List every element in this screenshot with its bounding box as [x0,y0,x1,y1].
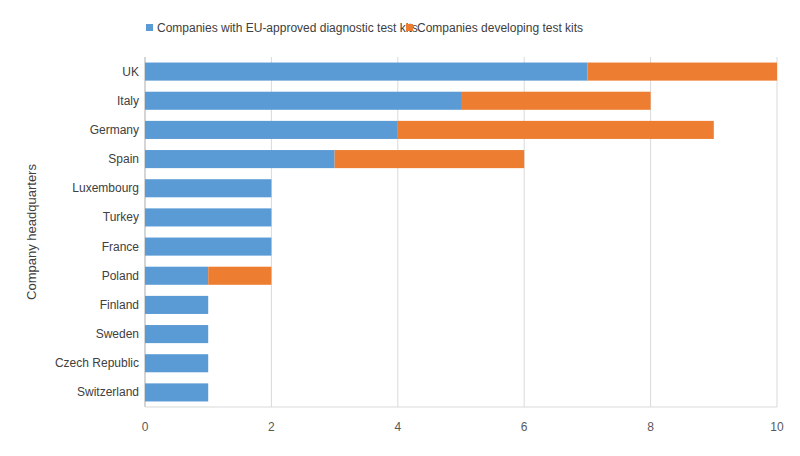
tick-label: 0 [142,420,149,434]
bar [145,179,271,197]
bar [461,92,651,110]
bar [145,383,208,401]
chart-svg: 0 2 4 6 8 10 UK Italy Germany Spain Luxembourg Turk… [0,0,800,456]
bar [145,208,271,226]
grid-line [777,57,778,407]
bar [335,150,525,168]
bar [145,325,208,343]
category-label: UK [122,65,139,79]
legend-label: Companies developing test kits [417,21,583,35]
bar [145,121,398,139]
tick-label: 10 [770,420,784,434]
bar [398,121,714,139]
tick-label: 4 [394,420,401,434]
bar [145,150,335,168]
category-label: Italy [117,94,139,108]
category-label: Czech Republic [55,356,139,370]
bar [145,296,208,314]
bar [208,354,209,372]
legend-swatch [146,24,153,31]
bar [271,179,272,197]
category-label: Poland [102,269,139,283]
bar [271,208,272,226]
x-axis-line [145,407,777,408]
bar [587,63,777,81]
legend-label: Companies with EU-approved diagnostic te… [157,21,418,35]
bars [145,63,777,402]
category-label: Switzerland [77,385,139,399]
tick-label: 8 [647,420,654,434]
bar [145,238,271,256]
category-label: Luxembourg [72,181,139,195]
category-label: Spain [108,152,139,166]
bar [208,383,209,401]
category-label: Finland [100,298,139,312]
bar [145,267,208,285]
category-label: Turkey [103,210,139,224]
legend-swatch [406,24,413,31]
y-axis-label: Company headquarters [24,164,39,300]
bar [271,238,272,256]
bar [145,63,587,81]
category-label: Sweden [96,327,139,341]
category-label: France [102,240,140,254]
bar [208,296,209,314]
bar [208,325,209,343]
bar [145,354,208,372]
category-label: Germany [90,123,139,137]
chart-container: 0 2 4 6 8 10 UK Italy Germany Spain Luxembourg Turk… [0,0,800,456]
bar [208,267,271,285]
bar [145,92,461,110]
tick-label: 6 [521,420,528,434]
tick-label: 2 [268,420,275,434]
